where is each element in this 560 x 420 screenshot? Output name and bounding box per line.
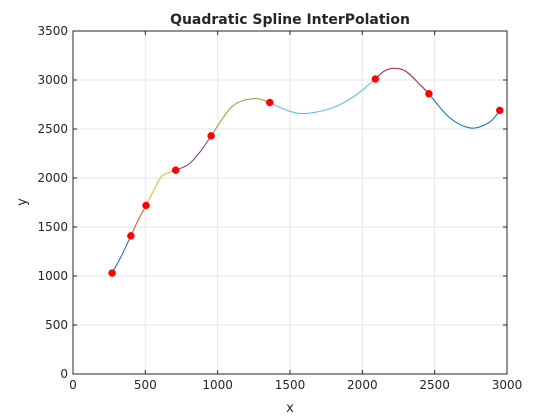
x-tick-label: 1000 <box>202 378 233 392</box>
y-tick-label: 2000 <box>37 171 68 185</box>
y-tick-label: 2500 <box>37 122 68 136</box>
data-point-marker <box>371 75 380 83</box>
x-tick-label: 500 <box>134 378 157 392</box>
x-tick-label: 2000 <box>347 378 378 392</box>
y-tick-labels: 0 500 1000 1500 2000 2500 3000 3500 <box>37 24 68 381</box>
y-tick-label: 3500 <box>37 24 68 38</box>
x-tick-label: 1500 <box>275 378 306 392</box>
y-tick-label: 1000 <box>37 269 68 283</box>
y-tick-label: 1500 <box>37 220 68 234</box>
chart-title: Quadratic Spline InterPolation <box>170 12 410 28</box>
spline-segment <box>210 98 270 137</box>
spline-segment <box>375 67 430 95</box>
x-tick-labels: 0 500 1000 1500 2000 2500 3000 <box>69 378 522 392</box>
spline-segment <box>428 93 501 129</box>
spline-segment <box>145 169 176 206</box>
spline-segment <box>269 78 376 115</box>
data-point-marker <box>142 201 150 210</box>
spline-segment <box>175 135 212 171</box>
data-points <box>108 75 504 277</box>
data-point-marker <box>207 132 215 140</box>
x-tick-label: 0 <box>69 378 77 392</box>
x-tick-label: 3000 <box>492 378 523 392</box>
data-point-marker <box>496 106 504 115</box>
data-point-marker <box>171 166 180 174</box>
x-axis-label: x <box>286 401 294 416</box>
data-point-marker <box>265 98 274 107</box>
x-tick-label: 2500 <box>419 378 450 392</box>
data-point-marker <box>127 232 135 240</box>
data-point-marker <box>425 89 433 98</box>
y-axis-label: y <box>15 198 30 206</box>
axis-ticks <box>72 30 508 375</box>
spline-segment <box>111 235 132 274</box>
y-tick-label: 500 <box>45 318 68 332</box>
y-tick-label: 3000 <box>37 73 68 87</box>
data-point-marker <box>108 269 116 277</box>
y-tick-label: 0 <box>60 367 68 381</box>
